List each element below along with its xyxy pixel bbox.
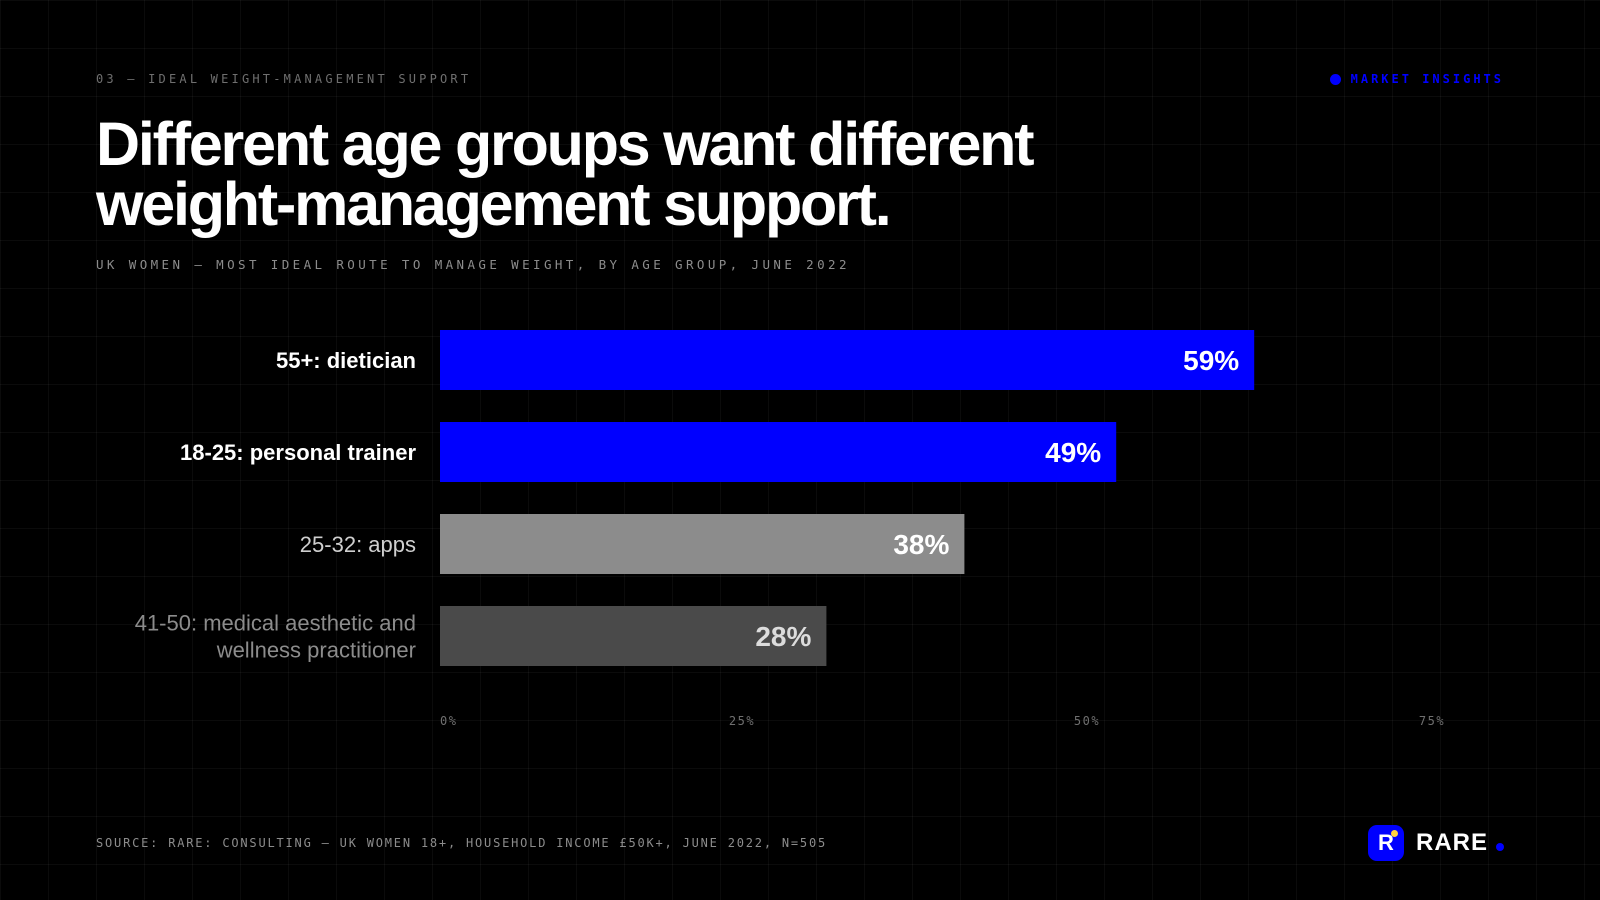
category-label: 25-32: apps <box>300 532 416 557</box>
bar-value-label: 59% <box>1183 345 1239 376</box>
section-eyebrow: 03 — IDEAL WEIGHT-MANAGEMENT SUPPORT <box>96 72 472 86</box>
tag-label: MARKET INSIGHTS <box>1350 72 1504 86</box>
x-tick-label: 25% <box>729 714 755 728</box>
category-label-line: 18-25: personal trainer <box>180 440 416 465</box>
market-insights-tag: MARKET INSIGHTS <box>1329 72 1504 86</box>
brand-mark-letter: R <box>1378 830 1394 855</box>
category-label-line: 55+: dietician <box>276 348 416 373</box>
brand-logo: R RARE <box>1367 825 1504 861</box>
chart-subtitle: UK WOMEN — MOST IDEAL ROUTE TO MANAGE WE… <box>96 257 850 272</box>
category-label: 18-25: personal trainer <box>180 440 416 465</box>
tag-dot-icon <box>1329 73 1341 85</box>
bar <box>440 422 1117 482</box>
logo-dot-icon <box>1390 830 1398 837</box>
x-tick-label: 50% <box>1074 714 1100 728</box>
category-label: 41-50: medical aesthetic and wellness pra… <box>135 611 416 663</box>
bar-value-label: 38% <box>893 529 949 560</box>
rare-logo-icon: R <box>1367 825 1404 861</box>
page-title: Different age groups want different weig… <box>96 110 1035 238</box>
category-label-line: 25-32: apps <box>300 532 416 557</box>
brand-dot-icon <box>1496 843 1504 851</box>
x-tick-label: 0% <box>440 714 457 728</box>
category-label-line: wellness practitioner <box>216 638 416 663</box>
x-tick-label: 75% <box>1419 714 1445 728</box>
source-note: SOURCE: RARE: CONSULTING — UK WOMEN 18+,… <box>96 836 827 850</box>
brand-name: RARE <box>1415 829 1488 856</box>
bar-chart: 59% 55+: dietician 49% 18-25: personal trai… <box>135 330 1445 728</box>
category-label-line: 41-50: medical aesthetic and <box>135 611 416 636</box>
bar <box>440 330 1255 390</box>
bar <box>440 514 965 574</box>
bar <box>440 606 827 666</box>
category-label: 55+: dietician <box>276 348 416 373</box>
bar-value-label: 28% <box>755 621 811 652</box>
bar-value-label: 49% <box>1045 437 1101 468</box>
